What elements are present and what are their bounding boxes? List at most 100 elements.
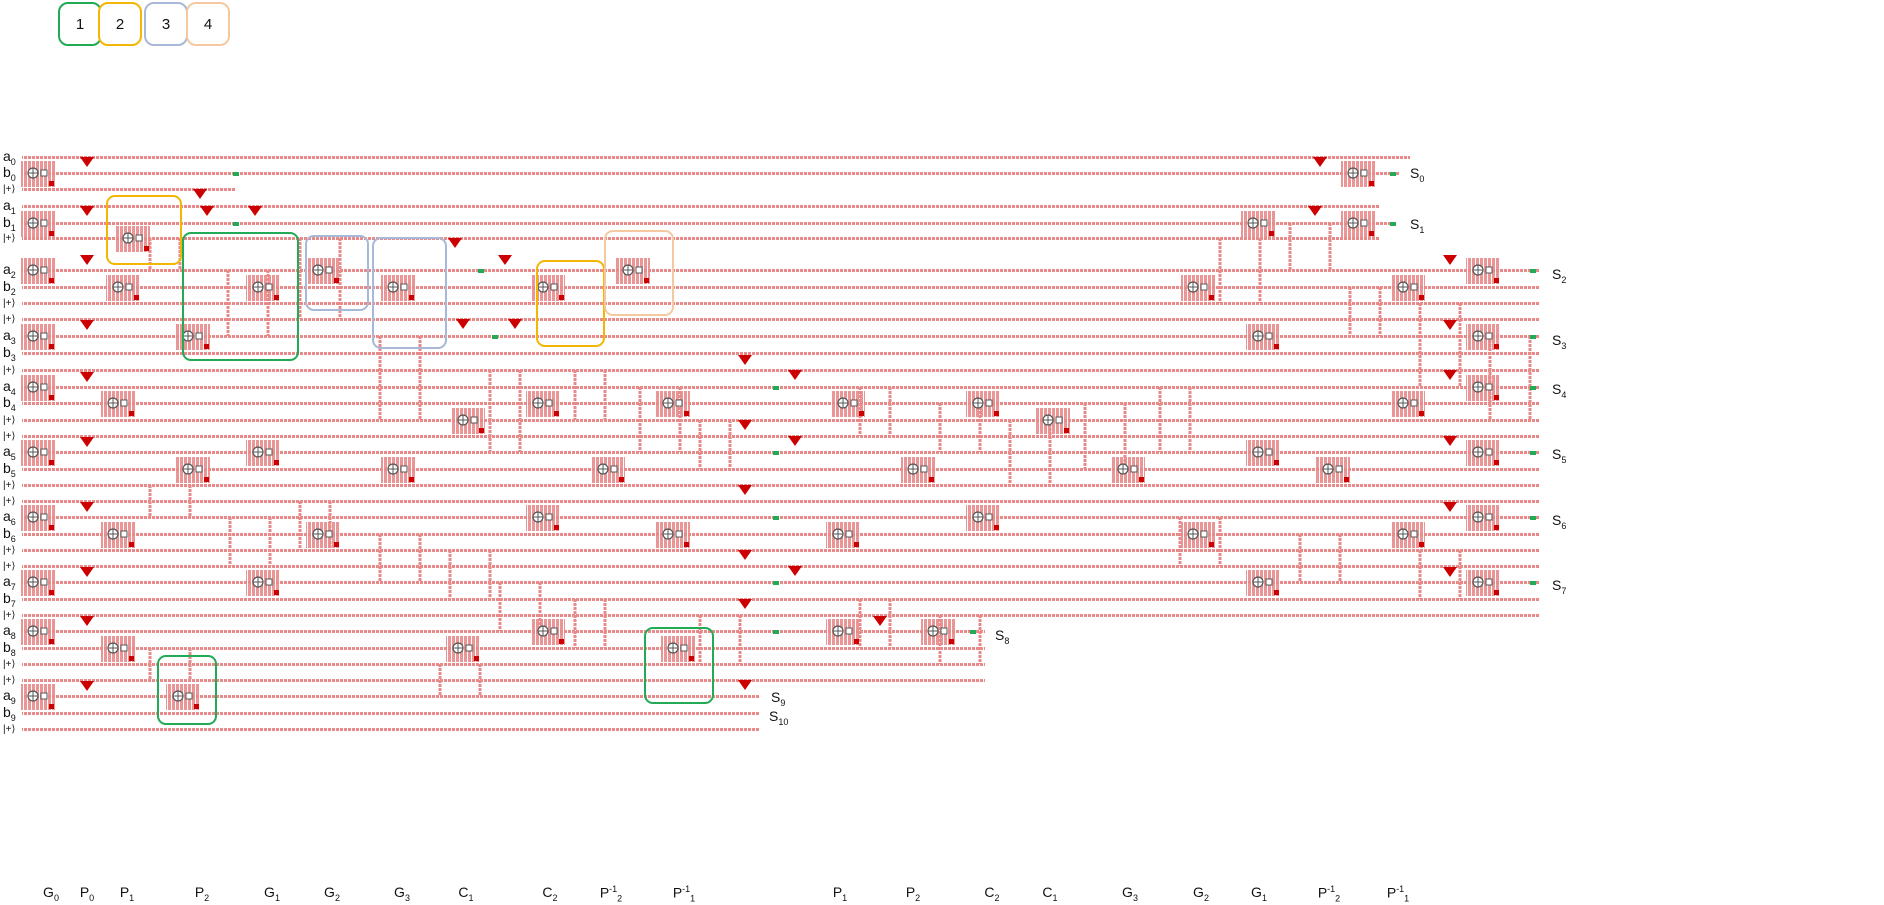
gate-label-16: G2 — [1193, 884, 1209, 903]
cnot-gate — [106, 275, 140, 301]
swap-bridge — [148, 648, 192, 680]
swap-bridge — [1298, 534, 1342, 582]
measurement-marker — [80, 567, 94, 577]
cnot-gate — [21, 619, 55, 645]
output-label-7: S7 — [1552, 577, 1567, 596]
wire-27 — [22, 614, 1540, 617]
highlight-box-1 — [644, 627, 714, 704]
measurement-marker — [738, 680, 752, 690]
swap-bridge — [858, 599, 892, 648]
swap-bridge — [228, 517, 272, 566]
measurement-marker — [788, 436, 802, 446]
wire-32 — [22, 695, 760, 698]
cnot-gate — [1246, 570, 1280, 596]
gate-label-13: C2 — [984, 884, 1000, 903]
qubit-label-26: b7 — [3, 590, 16, 609]
cnot-gate — [246, 275, 280, 301]
output-label-5: S5 — [1552, 446, 1567, 465]
wire-30 — [22, 663, 985, 666]
output-marker — [773, 386, 779, 390]
gate-label-9: P-12 — [599, 884, 623, 904]
wire-6 — [22, 269, 1540, 272]
wire-18 — [22, 468, 1540, 471]
qubit-label-13: a4 — [3, 378, 16, 397]
swap-bridge — [1288, 223, 1332, 270]
cnot-gate — [656, 522, 690, 548]
cnot-gate — [1246, 440, 1280, 466]
wire-25 — [22, 581, 1540, 584]
highlight-box-1 — [157, 655, 217, 725]
cnot-gate — [591, 457, 625, 483]
measurement-marker — [738, 485, 752, 495]
highlight-box-3 — [305, 235, 369, 311]
gate-label-3: P2 — [194, 884, 210, 903]
wire-15 — [22, 419, 1540, 422]
cnot-gate — [1391, 275, 1425, 301]
cnot-gate — [101, 636, 135, 662]
wire-7 — [22, 286, 1540, 289]
measurement-marker — [738, 550, 752, 560]
legend-box-4: 4 — [186, 2, 230, 46]
swap-bridge — [378, 336, 422, 420]
cnot-gate — [921, 619, 955, 645]
measurement-marker — [1443, 502, 1457, 512]
swap-bridge — [1418, 303, 1462, 387]
swap-bridge — [488, 370, 522, 452]
cnot-gate — [526, 505, 560, 531]
qubit-label-2: |+⟩ — [3, 184, 16, 195]
swap-bridge — [148, 485, 192, 517]
qubit-label-1: b0 — [3, 164, 16, 183]
wire-28 — [22, 630, 985, 633]
cnot-gate — [21, 440, 55, 466]
wire-13 — [22, 386, 1540, 389]
qubit-label-12: |+⟩ — [3, 365, 16, 376]
swap-bridge — [573, 599, 607, 648]
wire-14 — [22, 402, 1540, 405]
gate-label-18: P-12 — [1317, 884, 1341, 904]
gate-label-1: P0 — [79, 884, 95, 903]
qubit-label-34: |+⟩ — [3, 724, 16, 735]
output-marker — [1530, 269, 1536, 273]
qubit-label-25: a7 — [3, 573, 16, 592]
qubit-label-27: |+⟩ — [3, 610, 16, 621]
measurement-marker — [248, 206, 262, 216]
measurement-marker — [873, 616, 887, 626]
qubit-label-29: b8 — [3, 639, 16, 658]
markers — [80, 157, 1536, 691]
cnot-gate — [446, 636, 480, 662]
cnot-gate — [246, 440, 280, 466]
swap-bridge — [573, 370, 607, 420]
gate-label-0: G0 — [43, 884, 59, 903]
output-label-4: S4 — [1552, 381, 1567, 400]
measurement-marker — [1443, 255, 1457, 265]
measurement-marker — [200, 206, 214, 216]
cnot-gate — [451, 408, 485, 434]
gate-label-19: P-11 — [1386, 884, 1410, 904]
measurement-marker — [80, 437, 94, 447]
gate-label-15: G3 — [1122, 884, 1138, 903]
qubit-label-33: b9 — [3, 704, 16, 723]
legend-box-3: 3 — [144, 2, 188, 46]
output-label-9: S9 — [771, 689, 786, 708]
wire-19 — [22, 484, 1540, 487]
qubit-label-28: a8 — [3, 622, 16, 641]
measurement-marker — [788, 370, 802, 380]
highlight-boxes — [106, 195, 714, 725]
cnot-gate — [1466, 375, 1500, 401]
cnot-gate — [1316, 457, 1350, 483]
qubit-label-0: a0 — [3, 148, 16, 167]
qubit-label-7: b2 — [3, 278, 16, 297]
gate-label-7: C1 — [458, 884, 474, 903]
measurement-marker — [738, 599, 752, 609]
swap-bridge — [1348, 287, 1382, 336]
gate-label-10: P-11 — [672, 884, 696, 904]
measurement-marker — [498, 255, 512, 265]
wire-5 — [22, 237, 1380, 240]
cnot-gate — [1466, 440, 1500, 466]
wire-20 — [22, 500, 1540, 503]
qubit-label-32: a9 — [3, 687, 16, 706]
measurement-marker — [456, 319, 470, 329]
measurement-marker — [80, 157, 94, 167]
wire-29 — [22, 647, 985, 650]
